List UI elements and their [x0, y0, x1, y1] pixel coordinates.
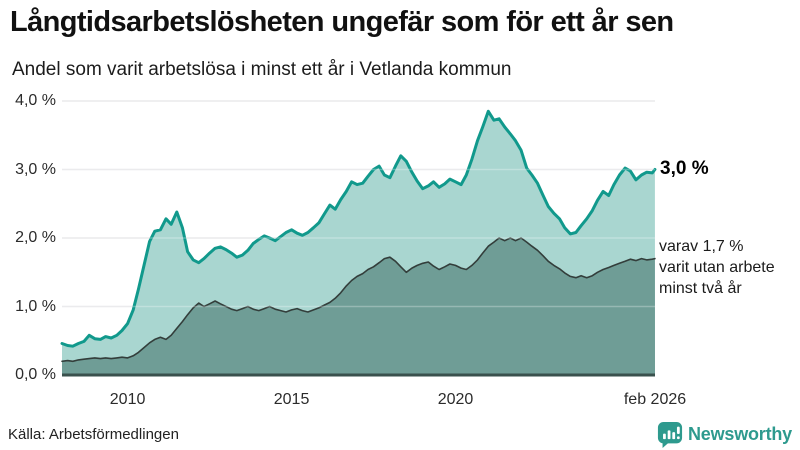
page-title: Långtidsarbetslösheten ungefär som för e… [10, 6, 674, 38]
source-credit: Källa: Arbetsförmedlingen [8, 426, 179, 443]
annotation-line: varav 1,7 % [659, 238, 744, 255]
y-tick-label: 4,0 % [15, 92, 56, 109]
chart-subtitle: Andel som varit arbetslösa i minst ett å… [12, 59, 512, 80]
annotation-line: varit utan arbete [659, 259, 775, 276]
x-tick-label: 2015 [273, 391, 310, 408]
x-tick-label: feb 2026 [623, 391, 687, 408]
y-tick-label: 2,0 % [15, 229, 56, 246]
newsworthy-chart-bubble-icon [657, 421, 683, 448]
series-line [61, 237, 656, 363]
y-tick-label: 1,0 % [15, 297, 56, 315]
newsworthy-logo[interactable]: Newsworthy [657, 421, 792, 448]
newsworthy-wordmark: Newsworthy [687, 424, 792, 444]
secondary-series-annotation: varav 1,7 % varit utan arbete minst två … [659, 236, 775, 299]
series-line [60, 109, 657, 348]
x-tick-label: 2010 [109, 391, 146, 408]
series-area [62, 238, 655, 375]
y-tick-label: 0,0 % [15, 366, 56, 383]
x-tick-label: 2020 [437, 391, 474, 408]
series-end-value-label: 3,0 % [660, 158, 709, 179]
y-tick-label: 3,0 % [15, 160, 56, 178]
annotation-line: minst två år [659, 280, 742, 297]
